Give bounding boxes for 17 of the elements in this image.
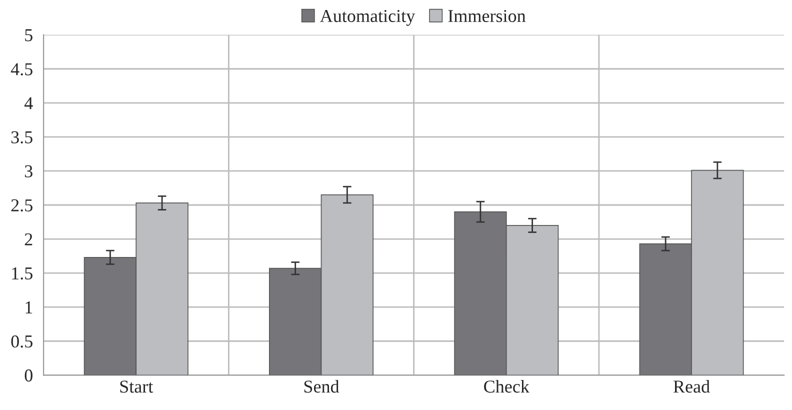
y-tick-label: 1 [26, 301, 32, 314]
y-tick-label: 4.5 [10, 63, 32, 76]
x-tick-label: Check [484, 380, 530, 393]
y-tick-label: 3 [24, 165, 32, 178]
x-tick-label: Read [673, 380, 710, 393]
x-tick-label: Start [120, 380, 154, 393]
y-tick-label: 0 [24, 369, 32, 382]
legend-label: Immersion [448, 10, 526, 22]
legend-label: Automaticity [320, 10, 416, 26]
y-tick-label: 4 [24, 97, 33, 110]
y-tick-label: 2.5 [11, 199, 32, 212]
y-tick-label: 0.5 [11, 335, 32, 348]
y-tick-label: 3.5 [11, 131, 32, 144]
x-tick-label: Send [304, 380, 340, 393]
y-tick-label: 1.5 [12, 267, 32, 280]
y-tick-label: 2 [24, 233, 32, 246]
y-tick-label: 5 [25, 29, 32, 42]
